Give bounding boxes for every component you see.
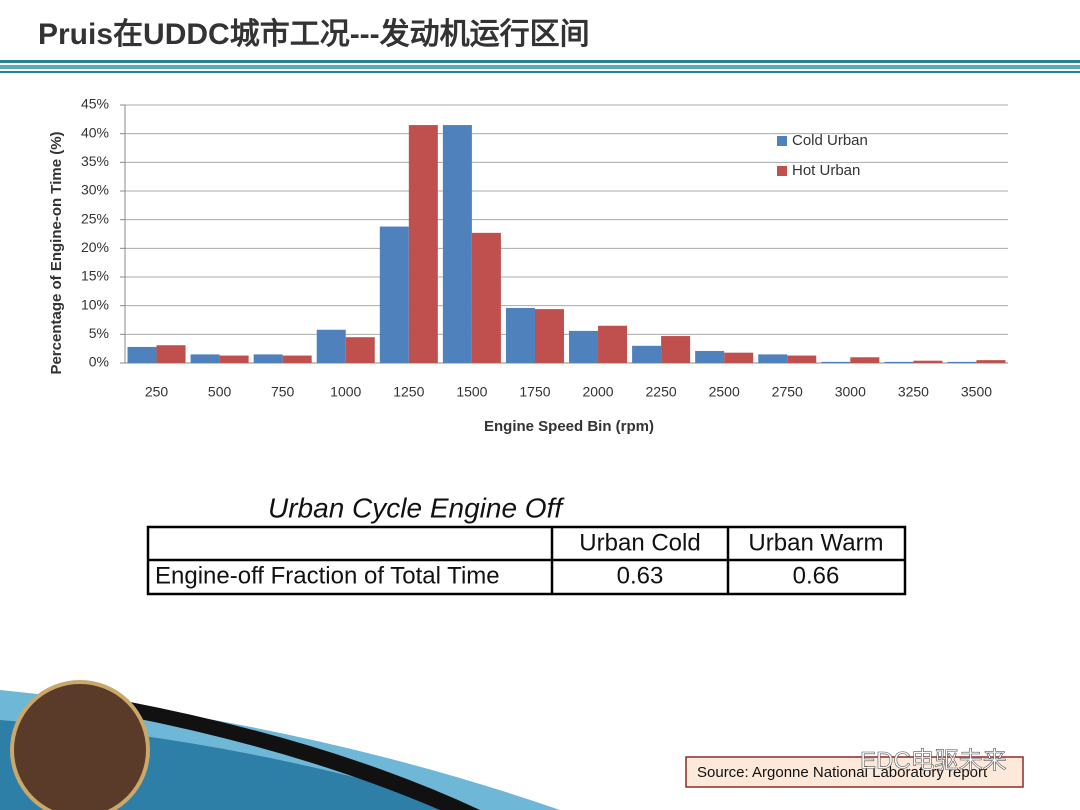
source: Source: Argonne National Laboratory repo… [697,764,988,781]
bar [976,360,1006,363]
header-rule [0,71,1080,73]
legend-swatch [777,166,787,176]
watermark: EDC电驱未来 [860,747,1007,774]
y-tick-label: 5% [89,325,109,341]
y-tick-label: 20% [81,239,109,255]
x-tick-label: 750 [271,384,295,400]
bar [534,309,564,363]
x-tick-label: 3000 [835,384,866,400]
bar [569,330,599,363]
bar [408,125,438,363]
bar [661,336,691,363]
bar [724,352,754,363]
x-tick-label: 1000 [330,384,361,400]
y-tick-label: 15% [81,268,109,284]
header-rule [0,65,1080,69]
table: Urban Cycle Engine Off Urban Cold Urban … [146,492,907,596]
table-header: Urban Cold [579,529,700,556]
bar [505,307,535,363]
bar [632,345,662,363]
chart: Engine Speed Bin (rpm) Percentage of Eng… [48,96,1008,435]
bar [379,226,409,363]
decor-swoosh [120,700,480,810]
legend-label: Hot Urban [792,162,860,179]
bar [442,125,472,363]
bar [190,354,220,363]
y-tick-label: 45% [81,96,109,112]
y-tick-label: 10% [81,296,109,312]
table-caption: Urban Cycle Engine Off [268,492,565,523]
x-tick-label: 1250 [393,384,424,400]
x-tick-label: 1750 [519,384,550,400]
bar [127,346,157,363]
bar [821,361,851,363]
legend-label: Cold Urban [792,132,868,149]
x-tick-label: 2000 [582,384,613,400]
bar [758,354,788,363]
x-axis-title: Engine Speed Bin (rpm) [484,418,654,435]
bar [850,357,880,363]
bar [282,355,312,363]
bar [598,325,628,363]
bar [695,350,725,363]
y-tick-label: 25% [81,210,109,226]
bar [219,355,249,363]
bar [471,232,501,363]
x-tick-label: 3500 [961,384,992,400]
x-tick-label: 1500 [456,384,487,400]
table-cell: 0.63 [617,562,664,589]
bar [253,354,283,363]
x-tick-label: 3250 [898,384,929,400]
y-tick-label: 0% [89,354,109,370]
table-cell: 0.66 [793,562,840,589]
y-axis-title: Percentage of Engine-on Time (%) [48,131,65,374]
table-cell: Engine-off Fraction of Total Time [155,562,500,589]
bar [316,329,346,363]
bar [913,360,943,363]
source-box [685,756,1024,788]
bar [345,337,375,363]
legend-swatch [777,136,787,146]
bar [884,361,914,363]
bar [947,361,977,363]
table-header: Urban Warm [748,529,883,556]
y-tick-label: 35% [81,153,109,169]
header-rule [0,60,1080,63]
y-tick-label: 30% [81,182,109,198]
x-tick-label: 2750 [772,384,803,400]
x-tick-label: 500 [208,384,232,400]
bar [787,355,817,363]
bar [156,345,186,363]
x-tick-label: 250 [145,384,169,400]
x-tick-label: 2250 [646,384,677,400]
logo [10,680,150,810]
y-tick-label: 40% [81,124,109,140]
slide-title: Pruis在UDDC城市工况---发动机运行区间 [38,17,590,51]
x-tick-label: 2500 [709,384,740,400]
